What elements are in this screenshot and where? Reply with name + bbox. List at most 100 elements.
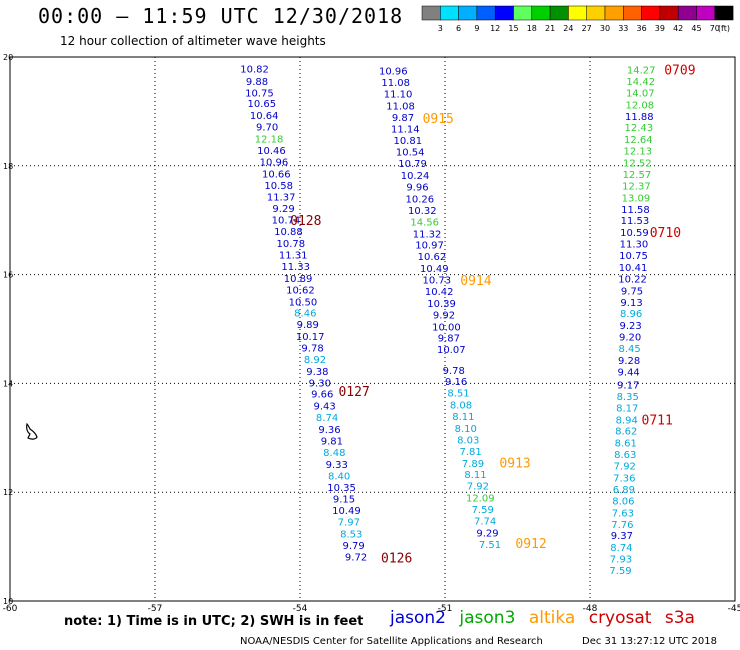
wave-height-label: 9.43 <box>314 402 336 413</box>
wave-height-label: 11.31 <box>279 250 308 261</box>
color-scale-swatch <box>549 5 569 21</box>
wave-height-label: 8.35 <box>617 392 639 403</box>
pass-time-label: 0126 <box>381 551 412 566</box>
wave-height-label: 8.11 <box>452 412 474 423</box>
color-scale-label: 18 <box>527 24 537 33</box>
wave-height-label: 11.30 <box>620 240 649 251</box>
color-scale-label: 39 <box>655 24 665 33</box>
wave-height-label: 8.03 <box>457 435 479 446</box>
wave-height-label: 7.93 <box>610 555 632 566</box>
wave-height-label: 12.57 <box>623 170 652 181</box>
x-tick-label: -60 <box>3 604 18 614</box>
wave-height-label: 8.53 <box>340 530 362 541</box>
color-scale-swatch <box>604 5 624 21</box>
color-scale-swatch <box>714 5 734 21</box>
y-tick-label: 14 <box>3 379 13 388</box>
wave-height-label: 9.17 <box>617 380 639 391</box>
legend-cryosat: cryosat <box>588 608 652 628</box>
pass-time-label: 0127 <box>338 385 369 400</box>
wave-height-label: 10.88 <box>274 227 303 238</box>
wave-height-label: 9.15 <box>333 495 355 506</box>
wave-height-label: 9.66 <box>311 390 333 401</box>
wave-height-label: 10.59 <box>620 228 649 239</box>
wave-height-label: 12.64 <box>624 135 653 146</box>
wave-height-label: 9.33 <box>326 460 348 471</box>
wave-height-label: 9.44 <box>618 367 640 378</box>
wave-height-label: 9.96 <box>406 182 428 193</box>
satellite-legend: jason2 jason3 altika cryosat s3a <box>390 608 703 628</box>
wave-height-label: 10.17 <box>296 332 325 343</box>
wave-height-label: 8.40 <box>328 471 350 482</box>
generated-timestamp: Dec 31 13:27:12 UTC 2018 <box>582 636 717 647</box>
wave-height-label: 13.09 <box>622 193 651 204</box>
legend-altika: altika <box>528 608 576 628</box>
wave-height-label: 10.42 <box>425 287 454 298</box>
wave-height-label: 8.10 <box>455 424 477 435</box>
wave-height-label: 8.06 <box>612 496 634 507</box>
wave-height-label: 11.10 <box>384 89 413 100</box>
wave-height-label: 7.59 <box>472 505 494 516</box>
color-scale-swatch <box>440 5 459 21</box>
wave-height-label: 10.96 <box>379 67 408 78</box>
wave-height-label: 7.92 <box>614 462 636 473</box>
wave-height-label: 10.26 <box>406 194 435 205</box>
color-scale-label: 12 <box>490 24 500 33</box>
color-scale-swatch <box>641 5 661 21</box>
wave-height-label: 11.08 <box>386 101 415 112</box>
wave-height-label: 9.29 <box>272 204 294 215</box>
wave-height-label: 10.64 <box>250 111 279 122</box>
pass-time-label: 0915 <box>423 112 454 127</box>
wave-height-label: 7.97 <box>338 518 360 529</box>
wave-height-label: 10.73 <box>422 275 451 286</box>
color-scale-swatch <box>476 5 496 21</box>
wave-height-label: 6.89 <box>613 485 635 496</box>
wave-height-label: 8.46 <box>294 309 316 320</box>
x-tick-label: -57 <box>148 604 163 614</box>
y-tick-label: 16 <box>3 271 13 280</box>
chart-title: 00:00 – 11:59 UTC 12/30/2018 <box>38 4 404 28</box>
wave-height-label: 12.09 <box>466 494 495 505</box>
wave-height-label: 10.24 <box>401 171 430 182</box>
wave-height-label: 10.22 <box>618 274 647 285</box>
color-scale-label: 42 <box>673 24 683 33</box>
wave-height-label: 10.62 <box>418 252 447 263</box>
wave-height-label: 8.74 <box>610 543 632 554</box>
wave-height-label: 8.51 <box>447 389 469 400</box>
wave-height-label: 8.63 <box>614 450 636 461</box>
y-tick-label: 10 <box>3 597 13 606</box>
wave-height-label: 10.78 <box>276 239 305 250</box>
pass-time-label: 0913 <box>499 456 530 471</box>
wave-height-label: 10.74 <box>272 216 301 227</box>
wave-height-label: 14.56 <box>410 217 439 228</box>
color-scale-swatch <box>586 5 606 21</box>
wave-height-label: 9.30 <box>309 378 331 389</box>
source-credit: NOAA/NESDIS Center for Satellite Applica… <box>240 636 543 647</box>
color-scale-swatch <box>458 5 478 21</box>
color-scale-swatch <box>677 5 697 21</box>
y-tick-label: 20 <box>3 53 13 62</box>
wave-height-label: 8.48 <box>323 448 345 459</box>
color-scale-swatch <box>513 5 533 21</box>
wave-height-label: 9.37 <box>611 531 633 542</box>
wave-height-label: 7.36 <box>613 474 635 485</box>
wave-height-label: 9.78 <box>301 343 323 354</box>
wave-height-label: 9.87 <box>438 334 460 345</box>
wave-height-label: 9.16 <box>445 377 467 388</box>
wave-height-label: 9.72 <box>345 552 367 563</box>
wave-height-label: 9.92 <box>433 310 455 321</box>
wave-height-label: 11.08 <box>381 78 410 89</box>
color-scale-label: 33 <box>618 24 628 33</box>
y-tick-label: 12 <box>3 488 13 497</box>
wave-height-label: 10.82 <box>240 64 269 75</box>
color-scale-label: 9 <box>474 24 479 33</box>
x-tick-label: -48 <box>583 604 598 614</box>
wave-height-label: 10.97 <box>415 241 444 252</box>
wave-height-label: 12.13 <box>624 147 653 158</box>
pass-time-label: 0912 <box>515 537 546 552</box>
wave-height-label: 9.23 <box>619 321 641 332</box>
color-scale-label: 30 <box>600 24 610 33</box>
color-scale-label: 15 <box>508 24 518 33</box>
pass-time-label: 0914 <box>460 274 491 289</box>
wave-height-label: 8.62 <box>615 427 637 438</box>
wave-height-label: 8.96 <box>620 309 642 320</box>
